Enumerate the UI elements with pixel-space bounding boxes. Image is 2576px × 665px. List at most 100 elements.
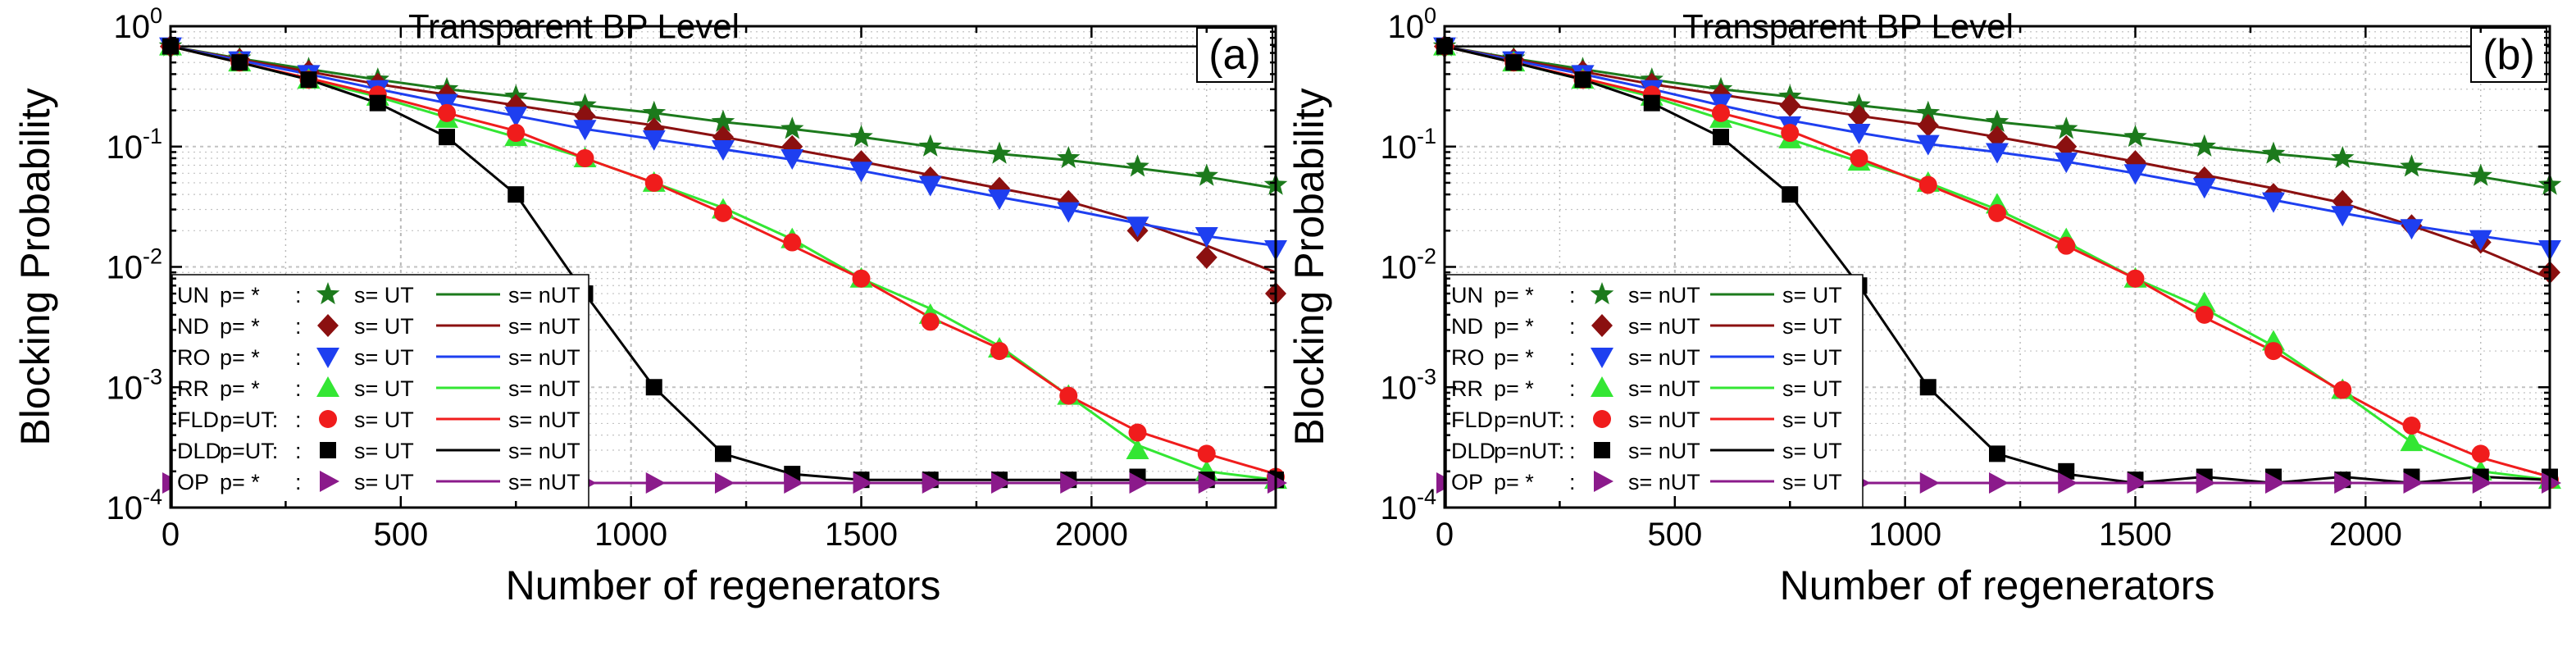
data-point-fld bbox=[1781, 124, 1800, 143]
legend-name: RO bbox=[1451, 345, 1485, 370]
data-point-op bbox=[2058, 472, 2078, 494]
x-tick-label: 1000 bbox=[594, 517, 667, 553]
data-point-dld bbox=[1782, 186, 1799, 203]
y-tick-label-exponent: 0 bbox=[1424, 3, 1436, 28]
legend-name: OP bbox=[177, 470, 209, 494]
legend-colon: : bbox=[295, 470, 302, 494]
legend-line-label: s= nUT bbox=[508, 439, 580, 463]
data-point-un bbox=[1985, 109, 2009, 132]
legend-name: FLD bbox=[1451, 408, 1493, 432]
legend-line-label: s= UT bbox=[1782, 439, 1842, 463]
data-point-un bbox=[2400, 154, 2424, 177]
legend-p-label: p= * bbox=[1494, 470, 1534, 494]
y-tick-label-base: 10 bbox=[106, 250, 143, 286]
data-point-rr bbox=[2400, 430, 2424, 452]
legend-name: RR bbox=[1451, 376, 1483, 401]
legend-line-label: s= UT bbox=[1782, 470, 1842, 494]
data-point-un bbox=[642, 100, 666, 123]
data-point-un bbox=[918, 134, 942, 157]
legend-line-label: s= UT bbox=[1782, 408, 1842, 432]
legend-colon: : bbox=[1569, 283, 1576, 307]
panel-tag-label: (a) bbox=[1208, 31, 1261, 79]
legend-p-label: p=nUT: bbox=[1494, 439, 1564, 463]
y-tick-label-exponent: -1 bbox=[1417, 124, 1436, 148]
legend-name: DLD bbox=[177, 439, 221, 463]
legend-marker-label: s= nUT bbox=[1628, 376, 1700, 401]
legend-marker-rr bbox=[316, 376, 339, 397]
data-point-ro bbox=[1847, 124, 1871, 145]
data-point-ro bbox=[1195, 227, 1218, 248]
legend: UN p= *: s= nUT s= UT ND p= *: s= nUT s= UT RO p=… bbox=[1445, 274, 1864, 508]
y-axis-title: Blocking Probability bbox=[12, 88, 58, 445]
legend-line-label: s= UT bbox=[1782, 283, 1842, 307]
data-point-dld bbox=[507, 186, 525, 203]
y-tick-label-exponent: -4 bbox=[1417, 485, 1436, 509]
x-tick-label: 500 bbox=[373, 517, 428, 553]
data-point-fld bbox=[783, 233, 802, 252]
data-point-ro bbox=[1986, 143, 2009, 164]
data-point-ro bbox=[2192, 178, 2216, 199]
data-point-un bbox=[573, 93, 597, 116]
data-point-ro bbox=[918, 175, 942, 197]
legend-marker-label: s= nUT bbox=[1628, 470, 1700, 494]
data-point-nd bbox=[1917, 113, 1939, 137]
data-point-dld bbox=[1574, 71, 1591, 89]
data-point-dld bbox=[1989, 445, 2005, 462]
data-point-fld bbox=[1712, 103, 1730, 122]
panel-tag: (a) bbox=[1196, 27, 1273, 83]
data-point-dld bbox=[300, 71, 317, 89]
y-tick-label-base: 10 bbox=[1380, 130, 1417, 166]
data-point-fld bbox=[1197, 444, 1216, 463]
legend-p-label: p=nUT: bbox=[1494, 408, 1564, 432]
legend-marker-dld bbox=[1594, 442, 1610, 458]
legend-p-label: p= * bbox=[1494, 345, 1534, 370]
y-tick-label: 100 bbox=[1387, 3, 1436, 45]
y-axis-title: Blocking Probability bbox=[1286, 88, 1332, 445]
x-tick-label: 2000 bbox=[1055, 517, 1128, 553]
data-point-ro bbox=[2055, 153, 2078, 174]
data-point-fld bbox=[990, 342, 1008, 361]
data-point-fld bbox=[2057, 236, 2076, 255]
y-tick-label-base: 10 bbox=[1380, 250, 1417, 286]
legend-marker-label: s= nUT bbox=[1628, 345, 1700, 370]
data-point-ro bbox=[2262, 192, 2285, 213]
data-point-un bbox=[1057, 146, 1081, 169]
y-tick-label: 10-4 bbox=[1380, 485, 1436, 526]
data-point-ro bbox=[2469, 230, 2492, 251]
legend-colon: : bbox=[295, 314, 302, 339]
data-point-un bbox=[2261, 141, 2286, 164]
data-point-ro bbox=[712, 140, 735, 162]
legend-marker-nd bbox=[317, 314, 339, 337]
data-point-op bbox=[922, 472, 942, 494]
data-point-un bbox=[1916, 100, 1940, 123]
legend-colon: : bbox=[1569, 345, 1576, 370]
legend-name: ND bbox=[177, 314, 209, 339]
data-point-op bbox=[1060, 472, 1081, 494]
legend-marker-fld bbox=[1593, 410, 1611, 428]
legend-name: UN bbox=[1451, 283, 1483, 307]
legend-marker-label: s= nUT bbox=[1628, 314, 1700, 339]
data-point-fld bbox=[2333, 380, 2352, 399]
legend-colon: : bbox=[1569, 439, 1576, 463]
data-point-fld bbox=[1128, 423, 1147, 442]
legend-marker-op bbox=[320, 471, 339, 492]
legend-p-label: p= * bbox=[220, 314, 260, 339]
legend-colon: : bbox=[1569, 408, 1576, 432]
legend-box bbox=[1445, 274, 1864, 508]
data-point-op bbox=[715, 472, 735, 494]
legend-line-label: s= nUT bbox=[508, 283, 580, 307]
data-point-op bbox=[1989, 472, 2009, 494]
data-point-un bbox=[2123, 125, 2147, 148]
y-tick-label-exponent: -1 bbox=[143, 124, 162, 148]
legend-colon: : bbox=[1569, 470, 1576, 494]
data-point-fld bbox=[2402, 417, 2421, 435]
data-point-un bbox=[2469, 163, 2492, 186]
y-tick-label-exponent: -2 bbox=[1417, 244, 1436, 269]
data-point-ro bbox=[504, 107, 528, 128]
data-point-un bbox=[1195, 163, 1218, 186]
legend-line-label: s= UT bbox=[1782, 345, 1842, 370]
y-tick-label-exponent: -4 bbox=[143, 485, 162, 509]
legend-marker-label: s= UT bbox=[354, 376, 414, 401]
